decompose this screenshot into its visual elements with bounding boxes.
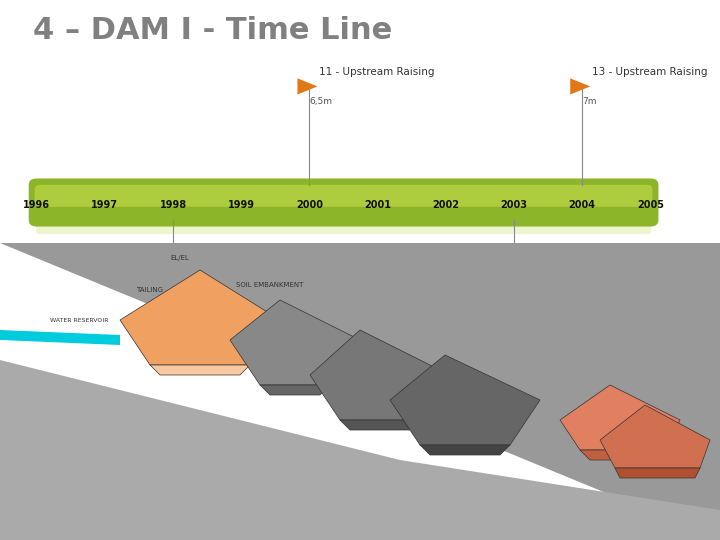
FancyBboxPatch shape [35, 185, 652, 207]
Text: 2001: 2001 [364, 200, 391, 210]
Text: 2005: 2005 [637, 200, 664, 210]
Text: 1997: 1997 [91, 200, 118, 210]
Polygon shape [230, 300, 360, 385]
Text: 2003: 2003 [500, 200, 528, 210]
Polygon shape [420, 445, 510, 455]
Polygon shape [502, 316, 522, 332]
Text: TAILING: TAILING [137, 287, 163, 293]
Polygon shape [0, 243, 720, 540]
Text: 11 - Upstream Raising: 11 - Upstream Raising [320, 66, 435, 77]
Text: 5m: 5m [183, 348, 197, 357]
Polygon shape [600, 405, 710, 468]
Text: 6,5m: 6,5m [310, 97, 333, 106]
Text: EL/EL: EL/EL [171, 255, 189, 261]
Polygon shape [260, 385, 330, 395]
Polygon shape [580, 450, 665, 460]
Text: WATER RESERVOIR: WATER RESERVOIR [50, 318, 109, 322]
FancyBboxPatch shape [36, 219, 651, 234]
Polygon shape [0, 360, 720, 540]
Polygon shape [161, 316, 181, 332]
Text: 2000: 2000 [296, 200, 323, 210]
Text: 6,5m: 6,5m [524, 348, 547, 357]
Polygon shape [310, 330, 450, 420]
Polygon shape [120, 270, 280, 365]
Polygon shape [0, 330, 120, 345]
Polygon shape [560, 385, 680, 450]
Text: 1999: 1999 [228, 200, 255, 210]
Text: 2002: 2002 [432, 200, 459, 210]
Text: 13 - Upstream Raising: 13 - Upstream Raising [593, 66, 708, 77]
Polygon shape [615, 468, 700, 478]
Polygon shape [150, 365, 250, 375]
Polygon shape [570, 78, 590, 94]
Text: SOIL EMBANKMENT: SOIL EMBANKMENT [236, 282, 304, 288]
Text: 7m: 7m [582, 97, 597, 106]
Text: 12 - Upstream
Raising: 12 - Upstream Raising [524, 307, 598, 330]
FancyBboxPatch shape [29, 178, 659, 226]
Text: 4 – DAM I - Time Line: 4 – DAM I - Time Line [33, 16, 392, 45]
Text: 2004: 2004 [569, 200, 595, 210]
Text: 1996: 1996 [23, 200, 50, 210]
Polygon shape [297, 78, 318, 94]
Text: 10 - Upstream
Raising: 10 - Upstream Raising [183, 307, 257, 330]
Text: 1998: 1998 [160, 200, 186, 210]
Polygon shape [390, 355, 540, 445]
Polygon shape [340, 420, 420, 430]
